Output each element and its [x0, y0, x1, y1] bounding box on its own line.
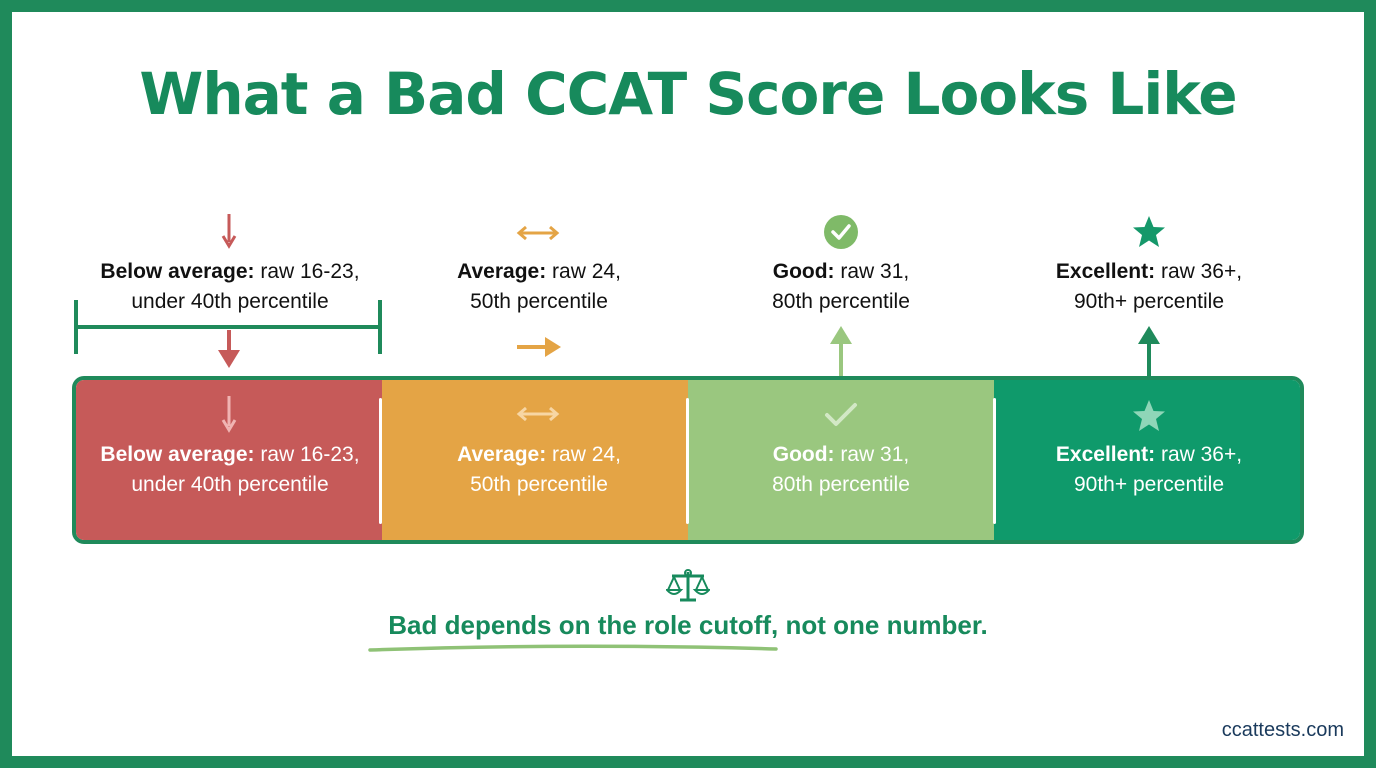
double-arrow-icon: [516, 225, 560, 241]
excellent-up-arrow-icon: [1138, 326, 1160, 378]
segment-divider: [686, 398, 689, 524]
average-bar-label: Average: raw 24, 50th percentile: [457, 443, 621, 496]
down-arrow-icon: [221, 396, 237, 433]
average-right-arrow-icon: [517, 337, 561, 357]
below-average-range-bracket: [74, 300, 382, 354]
balance-scale-icon: [666, 569, 710, 602]
average-label: Average: raw 24, 50th percentile: [457, 260, 621, 313]
below-average-bar-label: Below average: raw 16-23, under 40th perc…: [100, 443, 360, 496]
average-segment: [382, 380, 688, 540]
cutoff-note: Bad depends on the role cutoff, not one …: [388, 610, 988, 640]
check-icon: [825, 403, 857, 426]
segment-divider: [379, 398, 382, 524]
site-footer: ccattests.com: [1221, 719, 1344, 741]
below-average-label: Below average: raw 16-23, under 40th perc…: [100, 260, 360, 313]
down-arrow-icon: [221, 214, 237, 249]
note-underline: [368, 644, 778, 652]
good-bar-label: Good: raw 31, 80th percentile: [772, 443, 910, 496]
good-label: Good: raw 31, 80th percentile: [772, 260, 910, 313]
star-icon: [1133, 216, 1165, 247]
good-up-arrow-icon: [830, 326, 852, 378]
page-title: What a Bad CCAT Score Looks Like: [139, 60, 1237, 128]
excellent-label: Excellent: raw 36+, 90th+ percentile: [1055, 260, 1243, 313]
star-icon: [1133, 400, 1165, 431]
below-average-down-arrow-icon: [218, 330, 240, 368]
check-circle-icon: [824, 215, 858, 249]
good-segment: [688, 380, 994, 540]
segment-divider: [993, 398, 996, 524]
excellent-bar-label: Excellent: raw 36+, 90th+ percentile: [1055, 443, 1243, 496]
double-arrow-icon: [516, 406, 560, 422]
